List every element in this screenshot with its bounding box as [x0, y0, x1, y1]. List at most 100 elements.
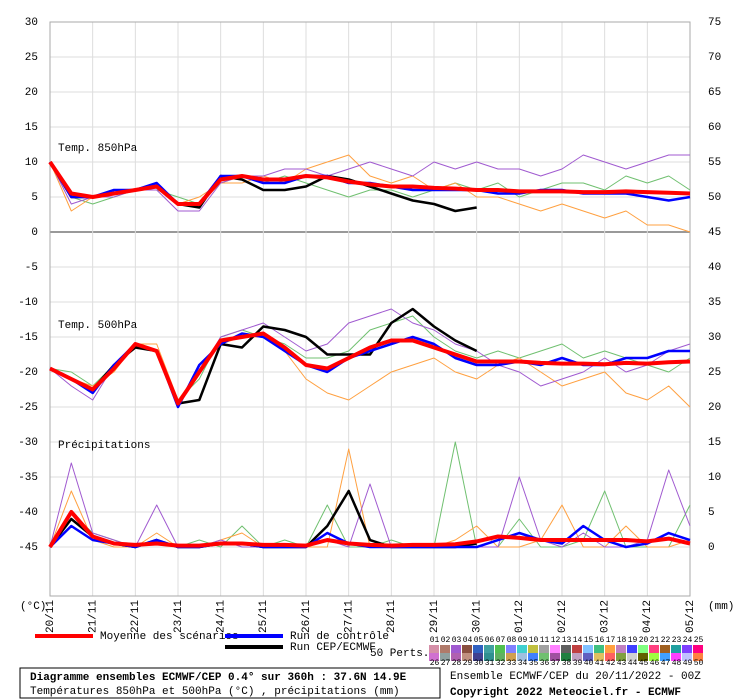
- series-line: [48, 160, 691, 206]
- footer-run: Ensemble ECMWF/CEP du 20/11/2022 - 00Z: [450, 671, 701, 683]
- grid: [49, 21, 691, 596]
- x-tick-label: 25/11: [258, 600, 270, 633]
- pert-number: 01: [430, 636, 440, 645]
- footer-copyright: Copyright 2022 Meteociel.fr - ECMWF: [450, 687, 681, 699]
- pert-number: 40: [584, 659, 594, 668]
- y2-tick-label: 5: [708, 507, 715, 519]
- y-tick-label: -25: [18, 402, 38, 414]
- pert-swatch: [583, 645, 593, 653]
- y2-tick-label: 25: [708, 367, 721, 379]
- series-line: [49, 441, 691, 548]
- y-tick-label: -40: [18, 507, 38, 519]
- pert-swatch: [627, 653, 637, 661]
- pert-number: 23: [672, 636, 682, 645]
- x-tick-label: 21/11: [88, 600, 100, 633]
- pert-number: 46: [650, 659, 660, 668]
- pert-swatch: [594, 653, 604, 661]
- pert-swatch: [693, 645, 703, 653]
- pert-swatch: [473, 653, 483, 661]
- y-tick-label: -10: [18, 297, 38, 309]
- pert-swatch: [561, 653, 571, 661]
- pert-swatch: [671, 653, 681, 661]
- pert-swatch: [473, 645, 483, 653]
- pert-number: 37: [551, 659, 561, 668]
- pert-swatch: [517, 653, 527, 661]
- pert-number: 07: [496, 636, 506, 645]
- pert-number: 29: [463, 659, 473, 668]
- panel-label: Précipitations: [58, 440, 150, 452]
- pert-swatch: [517, 645, 527, 653]
- y-tick-label: 0: [31, 227, 38, 239]
- pert-number: 17: [606, 636, 616, 645]
- series-line: [49, 336, 691, 408]
- pert-number: 04: [463, 636, 473, 645]
- pert-swatch: [583, 653, 593, 661]
- pert-swatch: [616, 653, 626, 661]
- pert-swatch: [660, 645, 670, 653]
- y2-tick-label: 10: [708, 472, 721, 484]
- pert-swatch: [539, 653, 549, 661]
- legend-label: Run de contrôle: [290, 631, 389, 643]
- pert-number: 02: [441, 636, 451, 645]
- footer-subtitle: Températures 850hPa et 500hPa (°C) , pré…: [30, 686, 400, 698]
- pert-number: 32: [496, 659, 506, 668]
- pert-swatch: [484, 653, 494, 661]
- pert-swatch: [429, 653, 439, 661]
- pert-swatch: [682, 645, 692, 653]
- pert-number: 12: [551, 636, 561, 645]
- y2-tick-label: 20: [708, 402, 721, 414]
- pert-number: 13: [562, 636, 572, 645]
- y-tick-label: 15: [25, 122, 38, 134]
- y-tick-label: 25: [25, 52, 38, 64]
- series-line: [48, 510, 691, 549]
- y-tick-label: -35: [18, 472, 38, 484]
- pert-number: 19: [628, 636, 638, 645]
- pert-number: 21: [650, 636, 660, 645]
- pert-number: 08: [507, 636, 517, 645]
- pert-number: 50: [694, 659, 704, 668]
- x-tick-label: 29/11: [429, 600, 441, 633]
- pert-swatch: [682, 653, 692, 661]
- pert-swatch: [605, 653, 615, 661]
- pert-swatch: [462, 645, 472, 653]
- pert-swatch: [550, 645, 560, 653]
- pert-number: 06: [485, 636, 495, 645]
- pert-number: 33: [507, 659, 517, 668]
- y-tick-label: -5: [25, 262, 38, 274]
- y-unit: (°C): [20, 601, 46, 613]
- pert-number: 03: [452, 636, 462, 645]
- pert-swatch: [561, 645, 571, 653]
- y2-tick-label: 0: [708, 542, 715, 554]
- pert-number: 26: [430, 659, 440, 668]
- y2-tick-label: 15: [708, 437, 721, 449]
- pert-swatch: [495, 645, 505, 653]
- pert-swatch: [506, 653, 516, 661]
- pert-swatch: [660, 653, 670, 661]
- pert-swatch: [429, 645, 439, 653]
- pert-swatch: [440, 645, 450, 653]
- pert-number: 18: [617, 636, 627, 645]
- x-tick-label: 30/11: [472, 600, 484, 633]
- pert-swatch: [572, 653, 582, 661]
- series-line: [49, 462, 691, 548]
- y-tick-label: -20: [18, 367, 38, 379]
- series-line: [49, 315, 691, 401]
- pert-number: 30: [474, 659, 484, 668]
- y2-tick-label: 60: [708, 122, 721, 134]
- pert-swatch: [572, 645, 582, 653]
- pert-swatch: [627, 645, 637, 653]
- pert-swatch: [693, 653, 703, 661]
- y2-tick-label: 30: [708, 332, 721, 344]
- y-tick-label: -45: [18, 542, 38, 554]
- pert-swatch: [605, 645, 615, 653]
- pert-swatch: [616, 645, 626, 653]
- x-tick-label: 23/11: [173, 600, 185, 633]
- y2-tick-label: 50: [708, 192, 721, 204]
- pert-number: 20: [639, 636, 649, 645]
- pert-number: 41: [595, 659, 605, 668]
- pert-number: 49: [683, 659, 693, 668]
- x-tick-label: 26/11: [301, 600, 313, 633]
- y-tick-label: 10: [25, 157, 38, 169]
- legend-label: Run CEP/ECMWF: [290, 642, 376, 654]
